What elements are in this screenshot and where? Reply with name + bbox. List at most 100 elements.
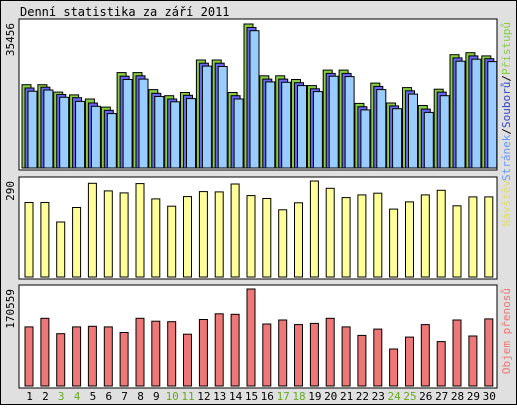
visits-bar [87,182,97,278]
pages-bar [297,85,307,169]
pages-bar [392,108,403,169]
traffic-bar [167,321,177,387]
visits-bar [484,196,494,278]
pages-bar [201,65,212,169]
x-axis-day-label: 19 [308,390,321,403]
traffic-bar [278,319,288,387]
x-axis-day-label: 3 [58,390,65,403]
visits-bar [309,180,319,278]
pages-bar [217,66,228,169]
pages-bar [312,91,323,169]
traffic-bar [262,323,272,387]
x-axis-day-label: 16 [261,390,274,403]
y-axis-max-label: 290 [4,181,17,201]
visits-bar [40,202,50,278]
pages-bar [423,111,434,169]
traffic-bar [40,317,50,387]
x-axis-day-label: 18 [292,390,305,403]
x-axis-day-label: 10 [166,390,179,403]
panel-bars [24,180,494,278]
legend-label: Návštěv [500,180,513,227]
traffic-bar [56,333,66,387]
traffic-bar [420,324,430,387]
y-axis-max-label: 35456 [4,23,17,56]
x-axis-day-label: 30 [483,390,496,403]
legend: Stránek/Souborů/Přístupů [500,22,513,181]
visits-bar [135,183,145,278]
pages-bar [186,98,196,169]
traffic-bar [373,328,383,387]
x-axis-day-label: 20 [324,390,337,403]
visits-bar [56,221,66,278]
x-axis-day-label: 25 [403,390,416,403]
pages-bar [265,81,276,169]
pages-bar [328,75,339,169]
pages-bar [471,58,482,169]
x-axis-day-label: 2 [42,390,49,403]
visits-bar [246,195,256,278]
x-axis-day-label: 29 [467,390,480,403]
pages-bar [75,100,86,169]
traffic-bar [246,288,256,387]
panel-background [18,284,498,389]
x-axis-day-label: 13 [213,390,226,403]
x-axis-day-label: 11 [181,390,194,403]
visits-bar [325,187,335,278]
traffic-bar [325,317,335,387]
traffic-bar [484,318,494,387]
x-axis-day-label: 28 [451,390,464,403]
visits-bar [468,196,478,278]
pages-bar [154,96,165,169]
panel-background [18,176,498,280]
traffic-bar [183,333,192,387]
x-axis-day-label: 15 [245,390,258,403]
x-axis-day-label: 9 [153,390,160,403]
visits-bar [151,198,161,278]
traffic-bar [389,348,399,387]
x-axis-day-label: 27 [435,390,448,403]
traffic-bar [309,322,319,387]
traffic-bar [468,335,478,387]
legend: Objem přenosů [500,288,513,374]
visits-bar [436,189,446,278]
y-axis-max-label: 170559 [4,289,17,329]
visits-bar [278,209,288,278]
traffic-bar [405,336,414,387]
traffic-bar [198,319,208,387]
pages-bar [376,89,387,169]
chart-panel-2: 290 Návštěv [4,176,513,280]
visits-bar [119,192,129,278]
traffic-bar [294,324,303,387]
pages-bar [344,76,355,169]
visits-bar [198,191,208,278]
chart-title: Denní statistika za září 2011 [20,5,230,19]
x-axis-day-label: 6 [105,390,112,403]
panel-bars [21,23,498,169]
pages-bar [439,95,450,169]
x-axis-day-label: 22 [356,390,369,403]
legend: Návštěv [500,180,513,227]
visits-bar [452,205,462,278]
legend-label: Stránek [500,134,513,181]
pages-bar [59,96,70,169]
x-axis-day-label: 7 [121,390,128,403]
pages-bar [27,90,38,169]
traffic-bar [436,341,446,387]
visits-bar [389,208,399,278]
panel-bars [24,288,494,387]
x-axis-day-label: 1 [26,390,33,403]
legend-label: Souborů [500,82,513,128]
legend-label: Objem přenosů [500,288,513,374]
x-axis-day-label: 21 [340,390,353,403]
visits-bar [262,198,272,278]
visits-bar [183,196,192,278]
visits-bar [357,194,367,278]
traffic-bar [214,313,224,387]
pages-bar [43,89,54,169]
visits-bar [72,207,82,278]
visits-bar [373,192,383,278]
x-axis-day-label: 26 [419,390,432,403]
pages-bar [90,105,101,169]
